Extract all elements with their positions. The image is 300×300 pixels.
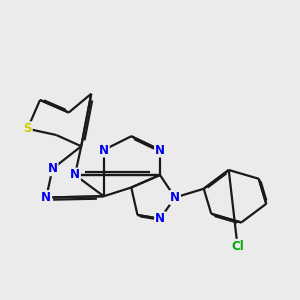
Text: N: N [99, 143, 109, 157]
Text: N: N [41, 191, 51, 204]
Text: N: N [47, 162, 58, 175]
Text: N: N [155, 143, 165, 157]
Text: N: N [70, 169, 80, 182]
Text: Cl: Cl [231, 240, 244, 253]
Text: N: N [170, 191, 180, 204]
Text: S: S [23, 122, 32, 135]
Text: N: N [155, 212, 165, 225]
